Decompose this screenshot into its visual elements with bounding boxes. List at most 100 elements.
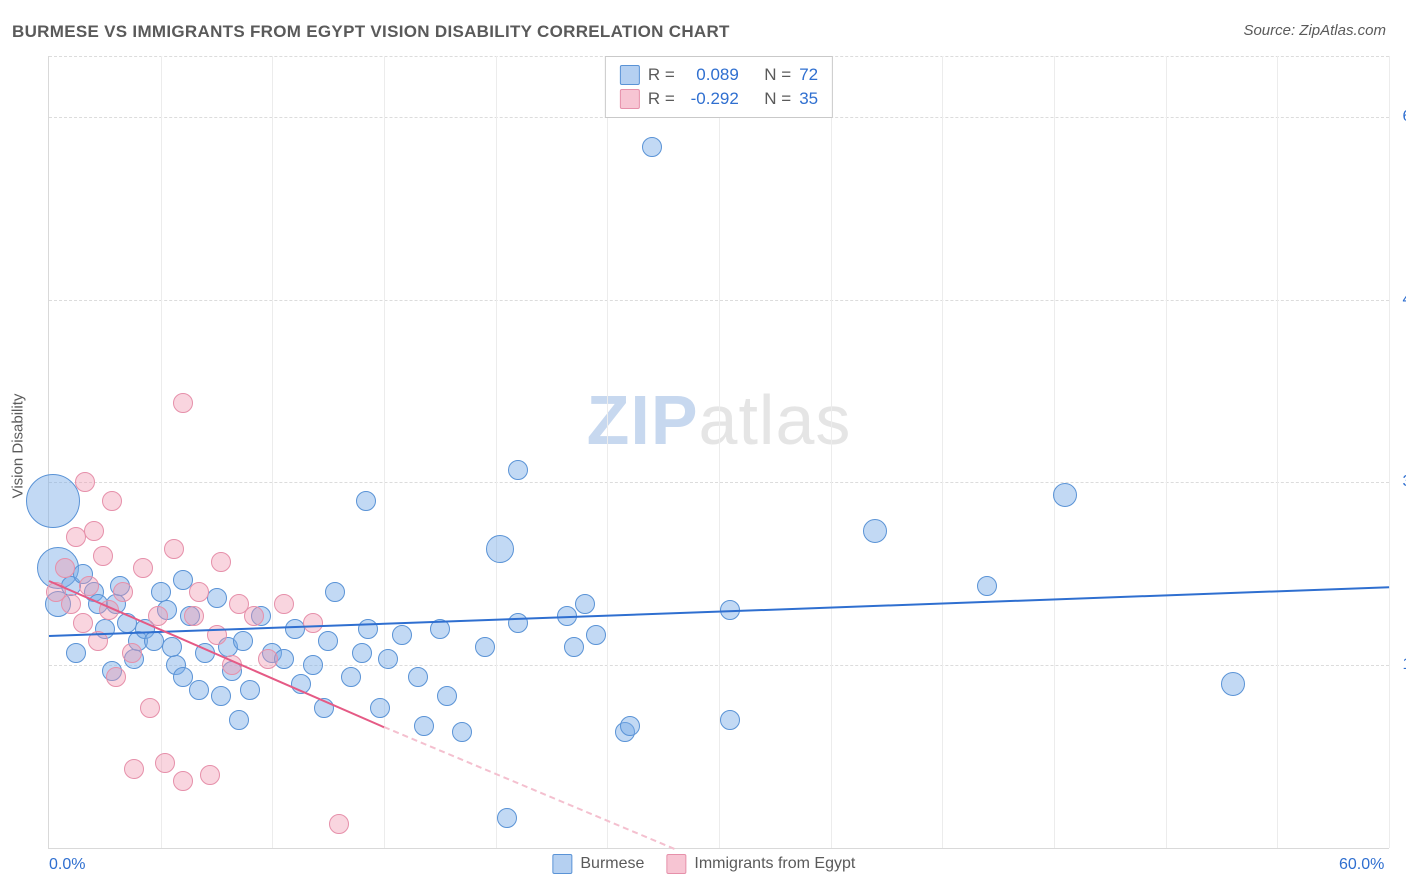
chart-title: BURMESE VS IMMIGRANTS FROM EGYPT VISION … <box>12 22 730 42</box>
data-point <box>408 667 428 687</box>
data-point <box>164 539 184 559</box>
data-point <box>437 686 457 706</box>
legend-series: Burmese Immigrants from Egypt <box>552 854 855 874</box>
plot-area: ZIPatlas 1.5%3.0%4.5%6.0%0.0%60.0%R =0.0… <box>48 56 1389 849</box>
data-point <box>863 519 887 543</box>
data-point <box>508 460 528 480</box>
data-point <box>244 606 264 626</box>
watermark-atlas: atlas <box>699 381 852 459</box>
data-point <box>66 643 86 663</box>
data-point <box>642 137 662 157</box>
x-tick-label: 0.0% <box>49 856 85 874</box>
data-point <box>106 667 126 687</box>
y-tick-label: 3.0% <box>1394 473 1406 491</box>
gridline-v <box>384 56 385 848</box>
r-value: 0.089 <box>683 63 739 87</box>
data-point <box>113 582 133 602</box>
gridline-v <box>719 56 720 848</box>
legend-label: Immigrants from Egypt <box>694 855 855 873</box>
data-point <box>274 594 294 614</box>
data-point <box>392 625 412 645</box>
y-tick-label: 6.0% <box>1394 108 1406 126</box>
n-value: 35 <box>799 87 818 111</box>
data-point <box>564 637 584 657</box>
data-point <box>258 649 278 669</box>
x-tick-label: 60.0% <box>1339 856 1384 874</box>
data-point <box>977 576 997 596</box>
data-point <box>325 582 345 602</box>
data-point <box>356 491 376 511</box>
data-point <box>151 582 171 602</box>
legend-stats: R =0.089 N =72R =-0.292 N =35 <box>605 56 833 118</box>
r-value: -0.292 <box>683 87 739 111</box>
data-point <box>207 588 227 608</box>
data-point <box>508 613 528 633</box>
data-point <box>1221 672 1245 696</box>
data-point <box>318 631 338 651</box>
r-label: R = <box>648 87 675 111</box>
gridline-v <box>942 56 943 848</box>
data-point <box>162 637 182 657</box>
data-point <box>26 474 80 528</box>
gridline-v <box>1389 56 1390 848</box>
data-point <box>102 491 122 511</box>
data-point <box>79 576 99 596</box>
data-point <box>358 619 378 639</box>
data-point <box>329 814 349 834</box>
legend-swatch <box>620 65 640 85</box>
data-point <box>148 606 168 626</box>
legend-item: Immigrants from Egypt <box>666 854 855 874</box>
chart-container: BURMESE VS IMMIGRANTS FROM EGYPT VISION … <box>0 0 1406 892</box>
data-point <box>211 686 231 706</box>
data-point <box>414 716 434 736</box>
data-point <box>303 655 323 675</box>
data-point <box>452 722 472 742</box>
watermark-zip: ZIP <box>587 381 699 459</box>
data-point <box>370 698 390 718</box>
gridline-v <box>1166 56 1167 848</box>
gridline-v <box>607 56 608 848</box>
data-point <box>124 759 144 779</box>
legend-swatch <box>666 854 686 874</box>
data-point <box>93 546 113 566</box>
data-point <box>341 667 361 687</box>
data-point <box>155 753 175 773</box>
data-point <box>1053 483 1077 507</box>
data-point <box>720 710 740 730</box>
data-point <box>211 552 231 572</box>
data-point <box>122 643 142 663</box>
legend-row: R =0.089 N =72 <box>620 63 818 87</box>
data-point <box>575 594 595 614</box>
data-point <box>173 771 193 791</box>
y-tick-label: 4.5% <box>1394 291 1406 309</box>
data-point <box>75 472 95 492</box>
data-point <box>233 631 253 651</box>
gridline-v <box>496 56 497 848</box>
data-point <box>229 710 249 730</box>
n-label: N = <box>764 63 791 87</box>
gridline-v <box>161 56 162 848</box>
n-value: 72 <box>799 63 818 87</box>
gridline-v <box>272 56 273 848</box>
data-point <box>84 521 104 541</box>
data-point <box>184 606 204 626</box>
data-point <box>200 765 220 785</box>
data-point <box>486 535 514 563</box>
gridline-v <box>831 56 832 848</box>
data-point <box>303 613 323 633</box>
data-point <box>133 558 153 578</box>
data-point <box>189 582 209 602</box>
legend-label: Burmese <box>580 855 644 873</box>
data-point <box>497 808 517 828</box>
data-point <box>61 594 81 614</box>
trend-line <box>384 726 675 850</box>
data-point <box>475 637 495 657</box>
legend-item: Burmese <box>552 854 644 874</box>
legend-swatch <box>620 89 640 109</box>
data-point <box>352 643 372 663</box>
legend-row: R =-0.292 N =35 <box>620 87 818 111</box>
gridline-v <box>1277 56 1278 848</box>
gridline-v <box>1054 56 1055 848</box>
data-point <box>73 613 93 633</box>
data-point <box>586 625 606 645</box>
